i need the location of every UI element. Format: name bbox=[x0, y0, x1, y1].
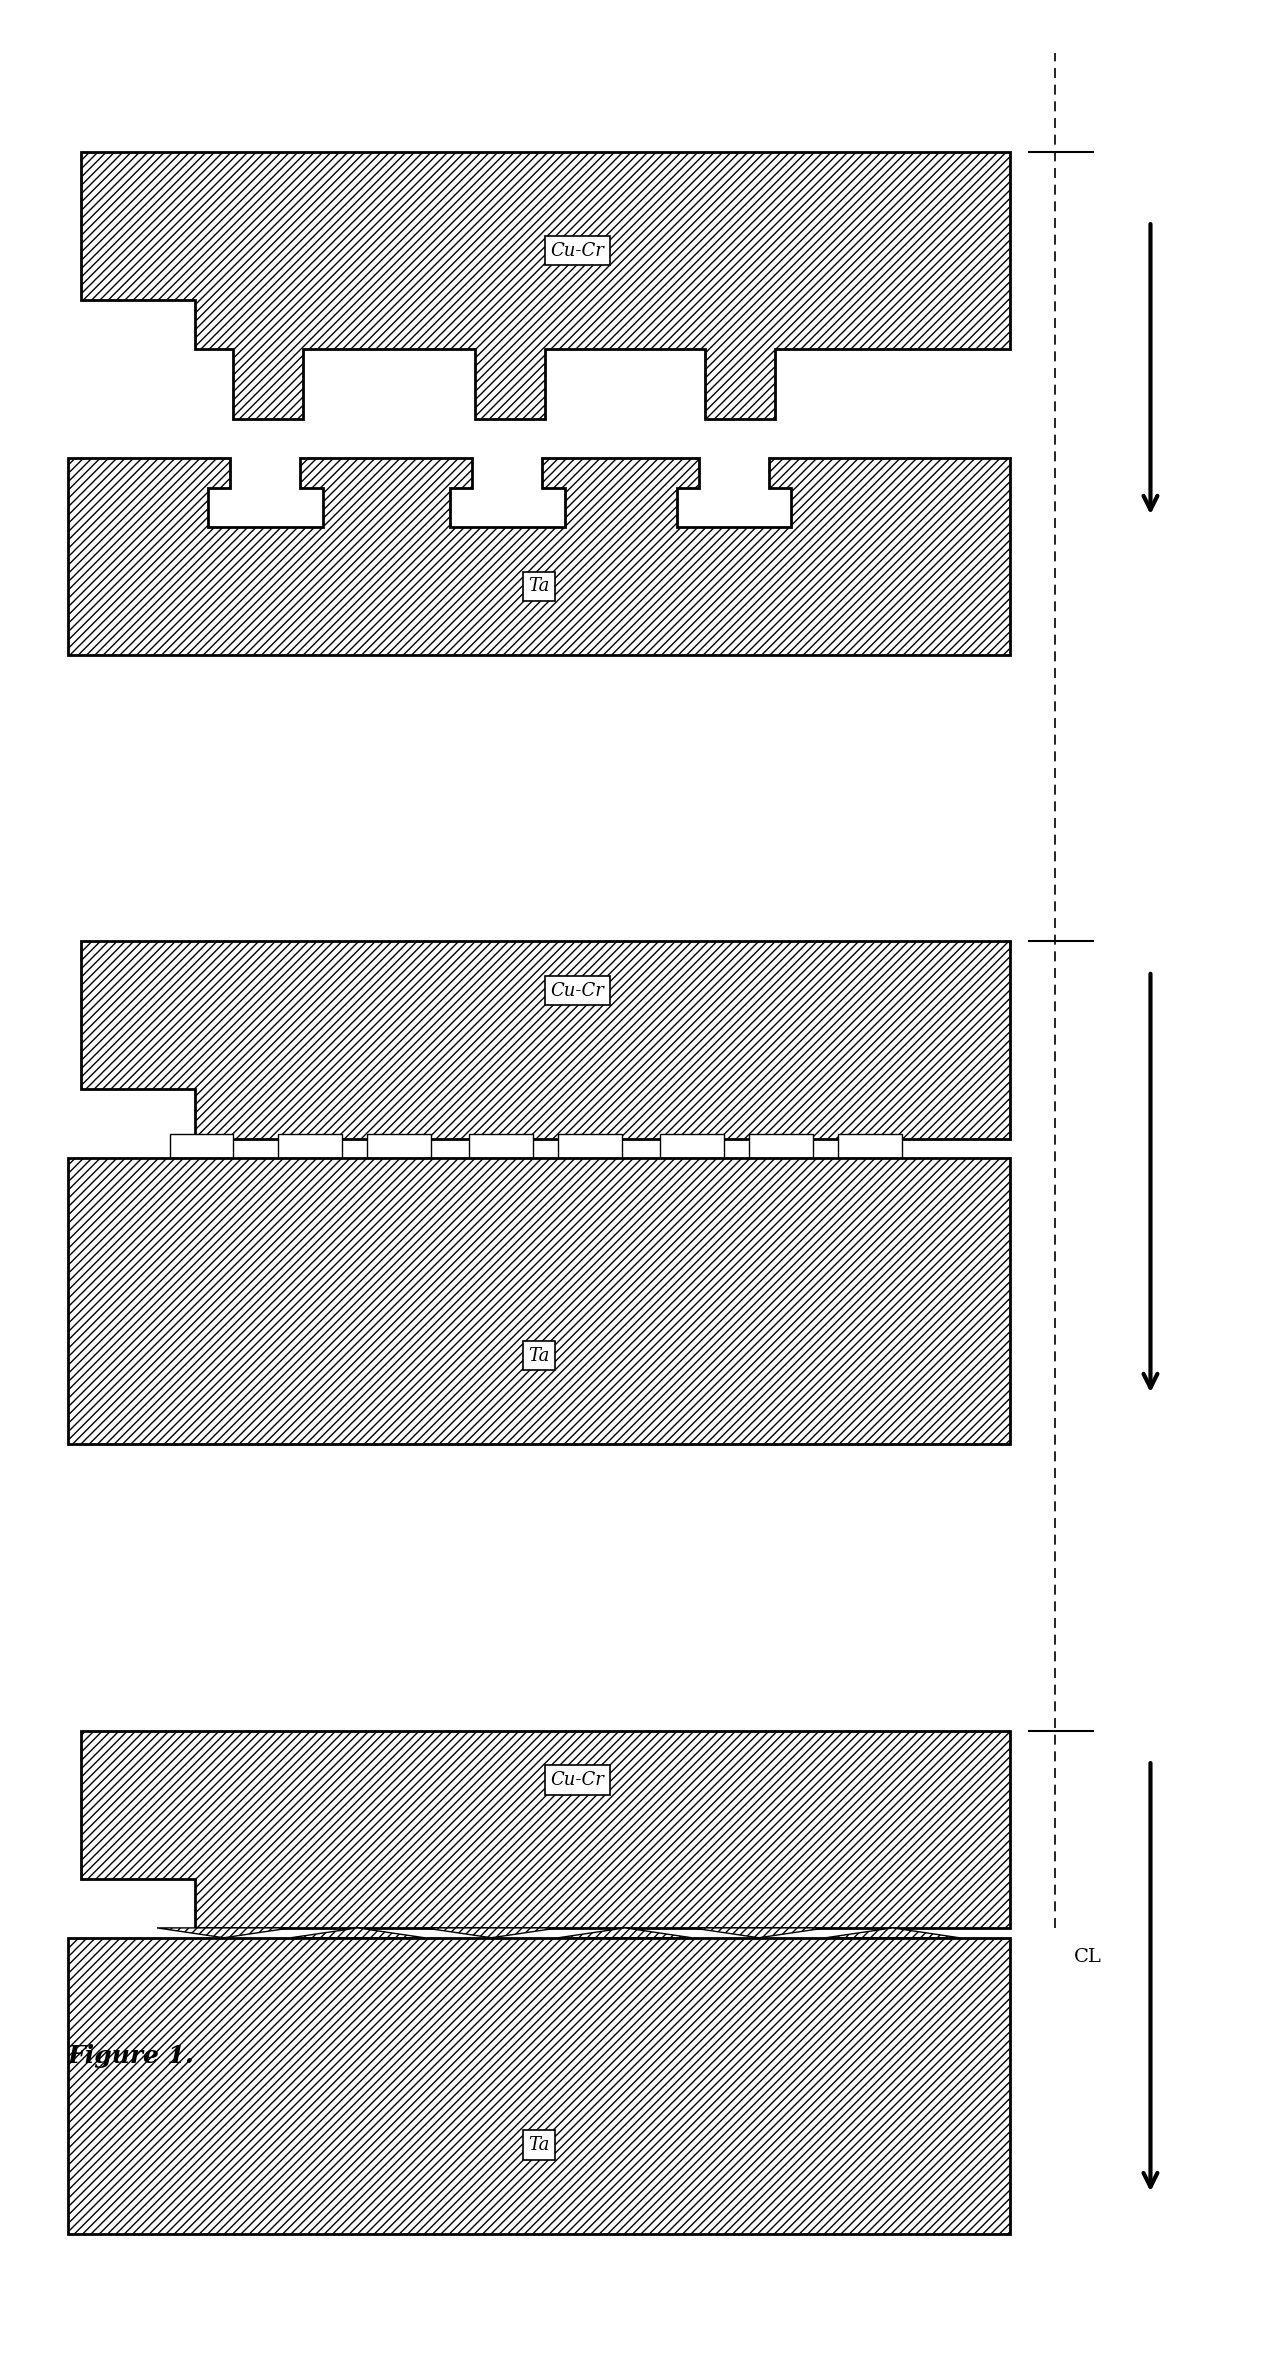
Bar bbox=[558, 1133, 622, 1159]
Bar bbox=[660, 1133, 724, 1159]
Polygon shape bbox=[68, 1159, 1010, 1445]
Bar bbox=[169, 1133, 233, 1159]
Bar bbox=[367, 1133, 431, 1159]
Text: Figure 1.: Figure 1. bbox=[68, 2043, 195, 2067]
Text: Cu-Cr: Cu-Cr bbox=[550, 981, 604, 1000]
Text: CL: CL bbox=[1074, 1948, 1103, 1965]
Text: Cu-Cr: Cu-Cr bbox=[550, 1770, 604, 1789]
Text: Ta: Ta bbox=[528, 577, 550, 596]
Polygon shape bbox=[424, 1927, 558, 1939]
Polygon shape bbox=[156, 1927, 291, 1939]
Polygon shape bbox=[291, 1927, 424, 1939]
Polygon shape bbox=[68, 1939, 1010, 2233]
Polygon shape bbox=[81, 152, 1010, 418]
Bar bbox=[749, 1133, 813, 1159]
Polygon shape bbox=[68, 459, 1010, 656]
Polygon shape bbox=[558, 1927, 692, 1939]
Text: Cu-Cr: Cu-Cr bbox=[550, 242, 604, 259]
Polygon shape bbox=[81, 1730, 1010, 1927]
Bar bbox=[278, 1133, 342, 1159]
Bar bbox=[469, 1133, 533, 1159]
Text: Ta: Ta bbox=[528, 2136, 550, 2155]
Bar bbox=[838, 1133, 903, 1159]
Text: Ta: Ta bbox=[528, 1347, 550, 1364]
Polygon shape bbox=[81, 941, 1010, 1138]
Polygon shape bbox=[692, 1927, 826, 1939]
Polygon shape bbox=[826, 1927, 959, 1939]
